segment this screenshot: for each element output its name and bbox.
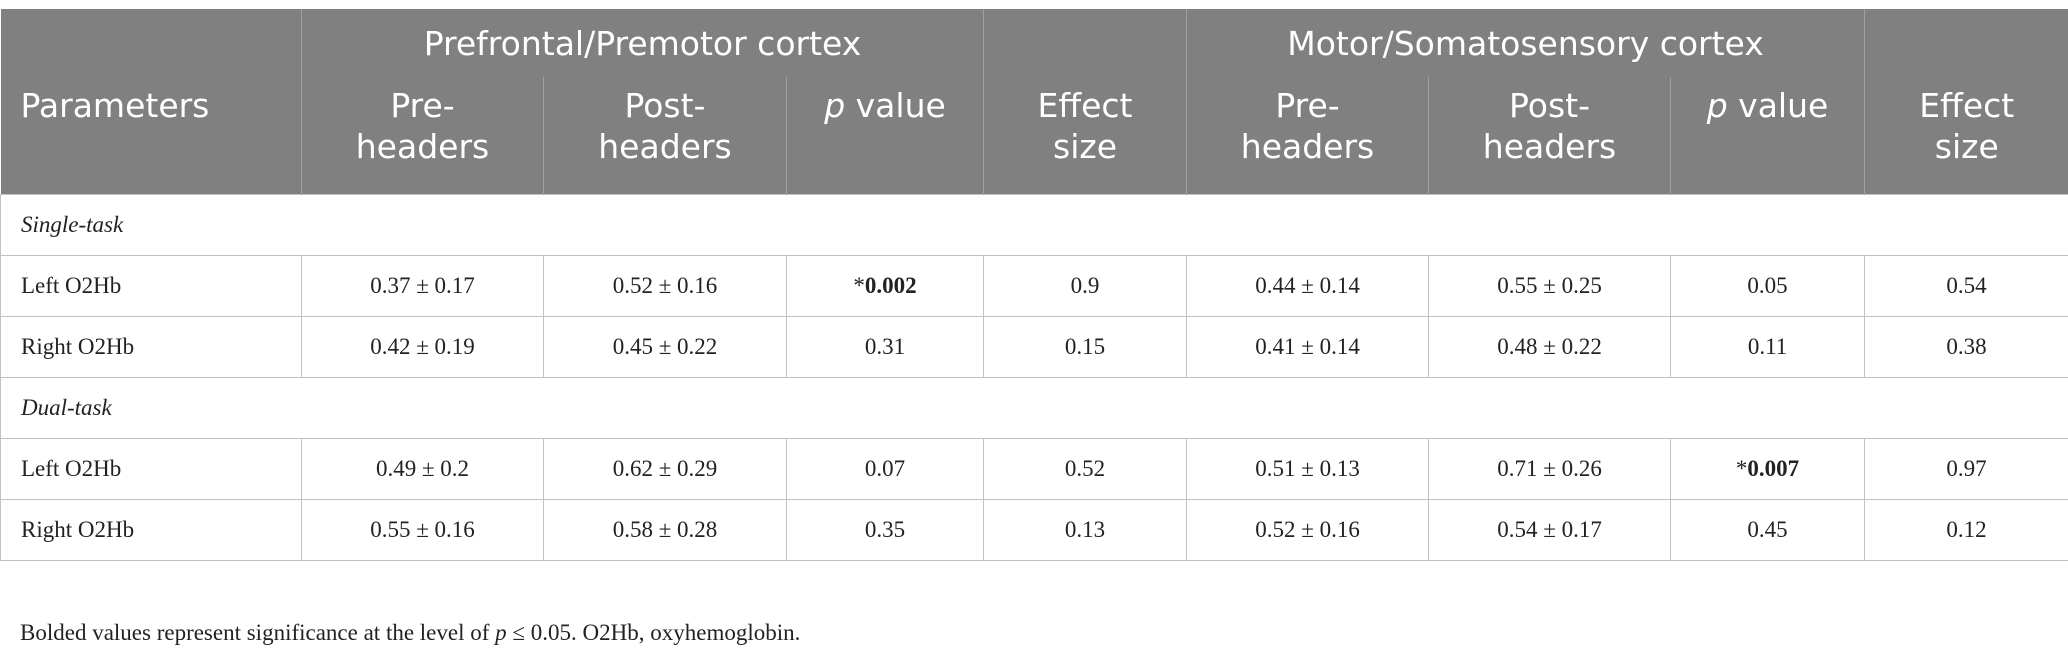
text-run: p: [495, 620, 507, 645]
cell: 0.12: [1864, 499, 2068, 561]
text-run: Post-: [624, 86, 706, 125]
row-label: Right O2Hb: [0, 499, 302, 561]
cell: 0.52: [983, 438, 1188, 500]
cell: *0.002: [785, 255, 985, 317]
column-header: Pre-headers: [301, 77, 544, 195]
text-run: *: [1735, 456, 1748, 481]
column-header: p value: [785, 77, 984, 195]
cell: 0.58 ± 0.28: [543, 499, 787, 561]
cell: 0.45: [1670, 499, 1866, 561]
cell: 0.37 ± 0.17: [301, 255, 544, 317]
cell: 0.05: [1670, 255, 1866, 317]
text-run: *: [853, 273, 865, 298]
cell: 0.49 ± 0.2: [301, 438, 544, 500]
table-row: Single-task: [0, 194, 2068, 256]
cell: 0.52 ± 0.16: [1186, 499, 1430, 561]
cell: 0.55 ± 0.16: [301, 499, 544, 561]
column-header: Pre-headers: [1186, 77, 1429, 195]
blank-header: [983, 9, 1187, 77]
cell: 0.52 ± 0.16: [543, 255, 787, 317]
cell: 0.11: [1670, 316, 1866, 378]
data-table: Prefrontal/Premotor cortex Motor/Somatos…: [0, 9, 2068, 561]
text-run: Effect: [1919, 86, 2015, 125]
cell: 0.31: [785, 316, 985, 378]
column-header-row: Parameters Pre-headers Post-headers p value…: [0, 77, 2068, 195]
text-run: headers: [355, 127, 490, 166]
blank-header: [0, 9, 302, 77]
cell: 0.48 ± 0.22: [1428, 316, 1672, 378]
text-run: Pre-: [1275, 86, 1340, 125]
text-run: Pre-: [390, 86, 455, 125]
column-header: Post-headers: [543, 77, 787, 195]
text-run: value: [1727, 86, 1829, 125]
section-label: Dual-task: [0, 377, 2068, 439]
column-header: Effect size: [983, 77, 1187, 195]
table-row: Right O2Hb 0.42 ± 0.19 0.45 ± 0.22 0.31 0.15…: [0, 316, 2068, 378]
footnote: Bolded values represent significance at …: [20, 620, 800, 646]
table-row: Left O2Hb 0.49 ± 0.2 0.62 ± 0.29 0.07 0.52 0.…: [0, 438, 2068, 500]
cell: *0.007: [1670, 438, 1866, 500]
text-run: size: [1934, 127, 1999, 166]
row-label: Right O2Hb: [0, 316, 302, 378]
table-row: Left O2Hb 0.37 ± 0.17 0.52 ± 0.16 *0.002 0.9…: [0, 255, 2068, 317]
cell: 0.44 ± 0.14: [1186, 255, 1430, 317]
row-label: Left O2Hb: [0, 438, 302, 500]
text-run: headers: [1482, 127, 1617, 166]
blank-header: [1864, 9, 2068, 77]
text-run: ≤ 0.05. O2Hb, oxyhemoglobin.: [506, 620, 801, 645]
text-run: 0.007: [1747, 456, 1800, 481]
cell: 0.71 ± 0.26: [1428, 438, 1672, 500]
cell: 0.9: [983, 255, 1188, 317]
cell: 0.54: [1864, 255, 2068, 317]
table-body: Single-task Left O2Hb 0.37 ± 0.17 0.52 ± 0.…: [0, 194, 2068, 561]
table-row: Right O2Hb 0.55 ± 0.16 0.58 ± 0.28 0.35 0.13…: [0, 499, 2068, 561]
text-run: p: [824, 86, 846, 125]
row-label: Left O2Hb: [0, 255, 302, 317]
cell: 0.38: [1864, 316, 2068, 378]
cell: 0.54 ± 0.17: [1428, 499, 1672, 561]
cell: 0.41 ± 0.14: [1186, 316, 1430, 378]
cell: 0.15: [983, 316, 1188, 378]
cell: 0.35: [785, 499, 985, 561]
section-label: Single-task: [0, 194, 2068, 256]
column-header: Post-headers: [1428, 77, 1671, 195]
column-header: p value: [1670, 77, 1865, 195]
group-header-row: Prefrontal/Premotor cortex Motor/Somatos…: [0, 9, 2068, 77]
text-run: Post-: [1509, 86, 1590, 125]
cell: 0.51 ± 0.13: [1186, 438, 1430, 500]
cell: 0.62 ± 0.29: [543, 438, 787, 500]
cell: 0.97: [1864, 438, 2068, 500]
column-header: Effect size: [1864, 77, 2068, 195]
cell: 0.45 ± 0.22: [543, 316, 787, 378]
cell: 0.42 ± 0.19: [301, 316, 544, 378]
group-header: Prefrontal/Premotor cortex: [300, 9, 984, 77]
text-run: size: [1053, 127, 1118, 166]
table-row: Dual-task: [0, 377, 2068, 439]
text-run: p: [1706, 86, 1728, 125]
text-run: Effect: [1037, 86, 1133, 125]
text-run: value: [845, 86, 946, 125]
cell: 0.13: [983, 499, 1188, 561]
column-header: Parameters: [0, 77, 302, 195]
group-header: Motor/Somatosensory cortex: [1186, 9, 1865, 77]
cell: 0.55 ± 0.25: [1428, 255, 1672, 317]
text-run: 0.002: [864, 273, 917, 298]
text-run: headers: [598, 127, 732, 166]
cell: 0.07: [785, 438, 985, 500]
text-run: Bolded values represent significance at …: [20, 620, 496, 645]
text-run: headers: [1240, 127, 1375, 166]
text-run: Parameters: [20, 86, 210, 125]
